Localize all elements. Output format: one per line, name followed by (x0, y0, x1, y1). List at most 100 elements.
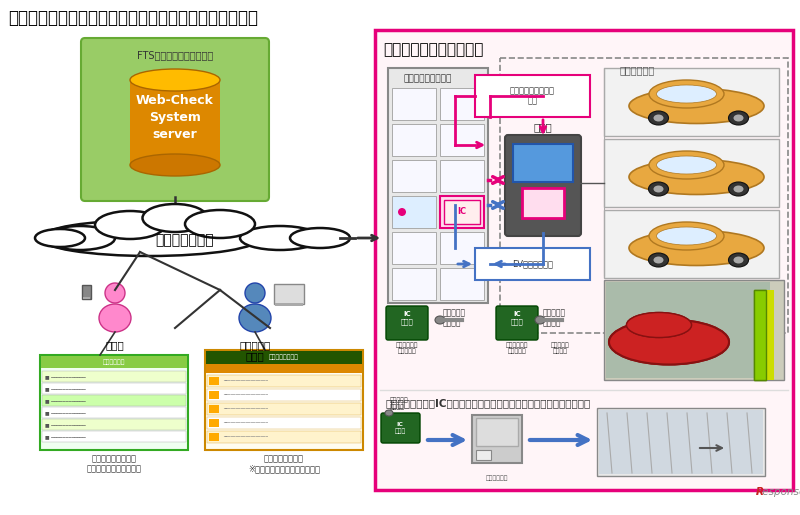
Text: 機械式駐車場: 機械式駐車場 (620, 65, 655, 75)
Text: 利用履歴閲覧: 利用履歴閲覧 (102, 359, 126, 365)
Ellipse shape (626, 313, 691, 337)
Bar (207, 403, 361, 415)
Bar (209, 405, 219, 413)
Ellipse shape (609, 319, 729, 365)
Bar (476, 450, 491, 460)
Bar (440, 232, 484, 264)
Bar (604, 139, 779, 207)
Bar (207, 417, 361, 429)
Text: エントランス: エントランス (486, 475, 508, 480)
Text: マンション
管理者: マンション 管理者 (239, 340, 270, 362)
Bar (207, 431, 361, 443)
FancyBboxPatch shape (381, 413, 420, 443)
Ellipse shape (657, 85, 717, 103)
Bar (392, 268, 436, 300)
Ellipse shape (385, 410, 393, 416)
Ellipse shape (649, 253, 669, 267)
Ellipse shape (729, 182, 749, 196)
Text: FTSコントロールセンター: FTSコントロールセンター (137, 50, 213, 60)
Bar (209, 391, 219, 399)
Text: ■ ────────────: ■ ──────────── (45, 434, 86, 439)
Bar (392, 232, 436, 264)
Bar (388, 68, 488, 303)
Ellipse shape (649, 80, 724, 108)
Bar (41, 356, 187, 368)
Text: Web-Check
System
server: Web-Check System server (136, 94, 214, 142)
Text: フルタイムロッカー: フルタイムロッカー (404, 74, 452, 83)
Bar (375, 30, 793, 490)
Bar (83, 297, 90, 299)
Text: ■ ────────────: ■ ──────────── (45, 410, 86, 415)
Text: 利用履歴閲覧サイト
空いたらメール機能あり: 利用履歴閲覧サイト 空いたらメール機能あり (86, 454, 142, 473)
Bar (606, 282, 770, 378)
Ellipse shape (654, 256, 663, 264)
Bar (444, 200, 480, 224)
Text: 【マンションシステムと機械式駐車場の連動仕組み図】: 【マンションシステムと機械式駐車場の連動仕組み図】 (8, 9, 258, 27)
Text: マンション
負通キー: マンション 負通キー (443, 308, 466, 328)
Ellipse shape (629, 89, 764, 124)
Bar (42, 371, 186, 382)
Bar (42, 395, 186, 406)
Text: ──────────────────: ────────────────── (223, 407, 268, 411)
Text: ■ ────────────: ■ ──────────── (45, 422, 86, 427)
Ellipse shape (185, 210, 255, 238)
Bar (392, 124, 436, 156)
Ellipse shape (649, 111, 669, 125)
Ellipse shape (95, 211, 165, 239)
Ellipse shape (130, 69, 220, 91)
Text: IC
乗車券: IC 乗車券 (394, 422, 406, 434)
Bar (207, 375, 361, 387)
Text: マンション
負通キー: マンション 負通キー (390, 398, 409, 410)
Ellipse shape (40, 220, 260, 256)
Text: ■ ────────────: ■ ──────────── (45, 374, 86, 379)
Bar (475, 75, 590, 117)
Bar (522, 188, 564, 218)
Bar (597, 408, 765, 476)
Bar (500, 58, 788, 333)
Bar (604, 68, 779, 136)
FancyBboxPatch shape (274, 284, 304, 304)
Ellipse shape (45, 226, 115, 250)
Ellipse shape (609, 319, 729, 365)
Text: R: R (756, 487, 764, 497)
Bar (440, 160, 484, 192)
Bar (599, 410, 763, 474)
Ellipse shape (435, 316, 445, 324)
Bar (604, 280, 784, 380)
Bar (40, 355, 188, 450)
Ellipse shape (245, 283, 265, 303)
Ellipse shape (130, 154, 220, 176)
Text: EV充電出力連動: EV充電出力連動 (512, 260, 553, 268)
Text: ──────────────────: ────────────────── (223, 379, 268, 383)
Text: IC
乗車券: IC 乗車券 (510, 311, 523, 325)
Ellipse shape (626, 313, 691, 337)
Ellipse shape (649, 222, 724, 250)
Ellipse shape (629, 160, 764, 195)
Text: ■ ────────────: ■ ──────────── (45, 386, 86, 391)
Bar (440, 196, 484, 228)
Text: ──────────────────: ────────────────── (223, 393, 268, 397)
Text: 管理者機用サイト: 管理者機用サイト (269, 355, 299, 360)
FancyBboxPatch shape (496, 306, 538, 340)
Ellipse shape (99, 304, 131, 332)
Bar (42, 407, 186, 418)
Bar (392, 196, 436, 228)
Bar (275, 303, 303, 306)
Bar (754, 290, 766, 380)
Bar (205, 350, 363, 450)
Ellipse shape (734, 185, 743, 193)
Ellipse shape (729, 111, 749, 125)
Ellipse shape (654, 114, 663, 122)
Text: ──────────────────: ────────────────── (223, 435, 268, 439)
Ellipse shape (657, 156, 717, 174)
Bar (766, 290, 774, 380)
Text: ──────────────────: ────────────────── (223, 421, 268, 425)
Bar (472, 415, 522, 463)
Bar (42, 419, 186, 430)
Text: マンション
共通キー: マンション 共通キー (543, 308, 566, 328)
Ellipse shape (734, 256, 743, 264)
Text: マンション
共通キー: マンション 共通キー (550, 342, 570, 354)
Text: マンション共通キー
連動: マンション共通キー 連動 (510, 87, 555, 106)
Ellipse shape (535, 316, 545, 324)
Ellipse shape (240, 226, 320, 250)
